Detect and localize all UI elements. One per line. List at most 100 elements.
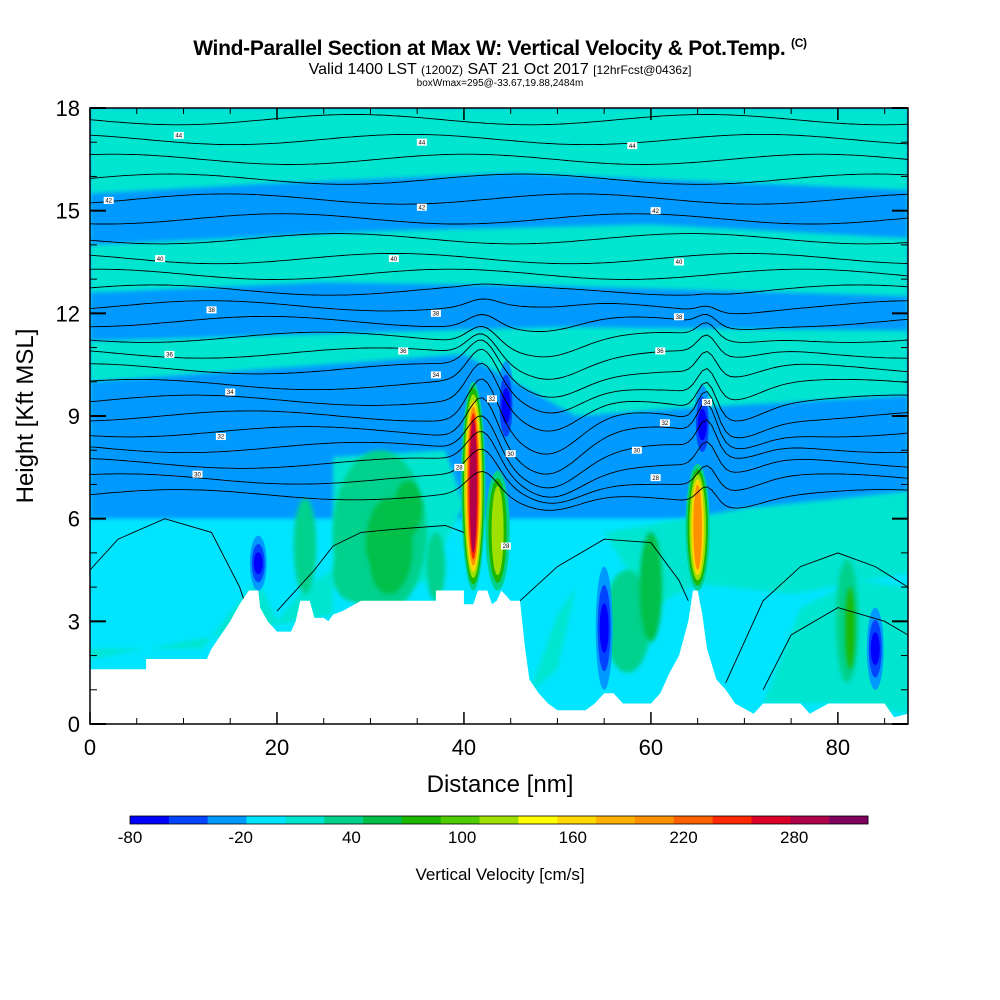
colorbar-tick-label: 220: [669, 828, 697, 847]
theta-label-box: [398, 347, 409, 355]
theta-label: 42: [419, 205, 426, 211]
colorbar-swatch: [285, 816, 325, 824]
theta-label-box: [659, 419, 670, 427]
theta-label: 44: [629, 144, 636, 150]
chart-title: Wind-Parallel Section at Max W: Vertical…: [0, 36, 1000, 61]
x-tick-label: 40: [452, 735, 476, 760]
theta-contour-line: [90, 333, 908, 380]
velocity-fill-blob: [393, 481, 422, 536]
theta-contour-line: [90, 362, 908, 432]
velocity-fill-blob: [333, 546, 371, 601]
colorbar-tick-label: 100: [448, 828, 476, 847]
box-wmax-info: boxWmax=295@-33.67,19.88,2484m: [416, 78, 584, 89]
theta-label-box: [173, 131, 184, 139]
theta-contour-line: [90, 415, 908, 489]
colorbar-swatch: [440, 816, 480, 824]
theta-label-box: [673, 313, 684, 321]
theta-label-box: [416, 138, 427, 146]
y-tick-label: 3: [68, 609, 80, 634]
colorbar-swatch: [712, 816, 752, 824]
velocity-fill-region: [90, 108, 908, 194]
x-tick-label: 80: [826, 735, 850, 760]
theta-label-box: [164, 350, 175, 358]
theta-contour-line: [90, 95, 908, 105]
downdraft-contour: [870, 632, 880, 666]
y-tick-label: 12: [56, 301, 80, 326]
theta-label-box: [103, 196, 114, 204]
theta-label: 34: [433, 373, 440, 379]
velocity-fill-region: [529, 587, 577, 694]
theta-label: 44: [175, 134, 182, 140]
updraft-contour: [693, 484, 702, 570]
velocity-fill-region: [90, 570, 334, 659]
theta-label: 32: [662, 421, 669, 427]
colorbar: -80 -20 40 100 160 220 280: [118, 815, 869, 847]
theta-label-box: [650, 207, 661, 215]
chart-subtitle: Valid 1400 LST (1200Z) SAT 21 Oct 2017 […: [0, 61, 1000, 79]
velocity-fill-region: [604, 491, 908, 608]
velocity-fill-blob: [426, 532, 446, 601]
theta-label-box: [416, 203, 427, 211]
terrain-layer: [90, 590, 908, 724]
theta-label-box: [627, 142, 638, 150]
theta-label: 40: [157, 257, 164, 263]
theta-label-box: [225, 388, 236, 396]
colorbar-swatch: [363, 816, 403, 824]
y-tick-label: 18: [56, 96, 80, 121]
x-tick-label: 20: [265, 735, 289, 760]
theta-contour-line: [725, 552, 908, 684]
colorbar-swatch: [634, 816, 675, 824]
theta-contour-line: [90, 348, 908, 414]
forecast-info: [12hrFcst@0436z]: [593, 63, 692, 77]
theta-contour-line: [90, 193, 908, 205]
theta-label: 34: [704, 401, 711, 407]
downdraft-contour: [253, 552, 263, 575]
colorbar-tick-label: 160: [559, 828, 587, 847]
theta-label-layer: 44 44 44 42 42 42 40 40 40 38 38 38 36 36 36 34 34 32 34 32…: [103, 131, 713, 550]
theta-label: 38: [676, 315, 683, 321]
terrain-mask: [90, 590, 908, 724]
valid-time: Valid 1400 LST: [308, 61, 417, 78]
theta-contour-line: [762, 607, 908, 691]
colorbar-swatch: [596, 816, 636, 824]
theta-label-box: [430, 371, 441, 379]
theta-label: 32: [489, 397, 496, 403]
theta-label-box: [673, 258, 684, 266]
colorbar-frame: [129, 815, 869, 825]
theta-label: 34: [227, 390, 234, 396]
downdraft-contour: [697, 408, 707, 441]
theta-label: 32: [218, 435, 225, 441]
plot-area: 44 44 44 42 42 42 40 40 40 38 38 38 36 36 36 34 34 32 34 32…: [90, 55, 908, 724]
velocity-fill-blob: [845, 587, 855, 670]
theta-contour-line: [90, 55, 908, 65]
theta-contour-line: [90, 518, 245, 601]
theta-contour-line: [90, 448, 908, 504]
theta-label-box: [650, 474, 661, 482]
theta-contour-line: [90, 283, 908, 296]
colorbar-swatch: [168, 816, 208, 824]
theta-label: 42: [652, 209, 659, 215]
theta-label-box: [155, 255, 166, 263]
colorbar-title: Vertical Velocity [cm/s]: [415, 865, 584, 884]
theta-contour-line: [90, 233, 908, 245]
y-axis-label: Height [Kft MSL]: [12, 329, 39, 504]
theta-label-box: [192, 470, 203, 478]
theta-label-box: [430, 309, 441, 317]
theta-label-box: [655, 347, 666, 355]
theta-label: 30: [634, 448, 641, 454]
theta-label: 38: [208, 308, 215, 314]
theta-contour-line: [90, 153, 908, 165]
velocity-fill-blob: [639, 532, 663, 642]
theta-contour-line: [90, 252, 908, 265]
x-tick-label: 0: [84, 735, 96, 760]
theta-contour-line: [90, 114, 908, 126]
theta-label-box: [501, 542, 512, 550]
theta-label: 44: [419, 140, 426, 146]
theta-contour-line: [90, 173, 908, 185]
theta-label-box: [206, 306, 217, 314]
downdraft-contour: [599, 603, 609, 653]
colorbar-swatch: [518, 816, 558, 824]
chart-title-text: Wind-Parallel Section at Max W: Vertical…: [193, 37, 786, 60]
theta-contour-line: [90, 339, 908, 398]
colorbar-tick-label: 280: [780, 828, 808, 847]
